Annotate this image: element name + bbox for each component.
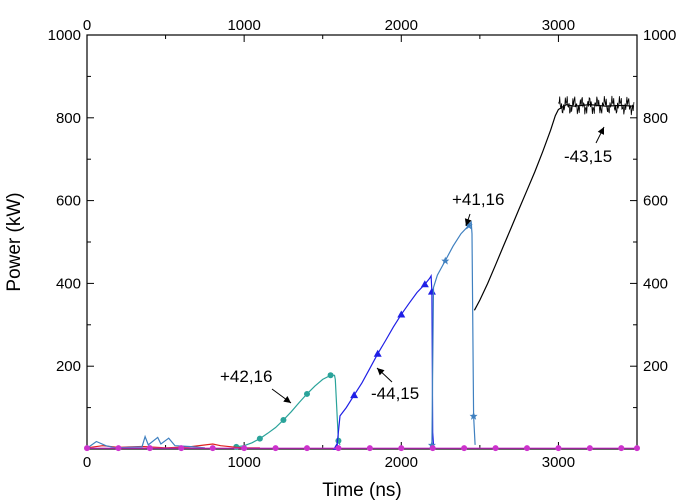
series-3 [473,95,635,311]
data-point [84,445,90,452]
data-point [304,390,310,397]
y-tick-label-right: 1000 [643,27,676,44]
series-line [336,273,435,447]
data-point [335,437,342,444]
y-tick-label-left: 1000 [48,27,81,44]
series-noise [558,95,635,116]
y-tick-label-right: 200 [643,358,668,375]
data-point [398,445,405,452]
data-point [373,349,382,357]
data-point [586,445,593,452]
y-tick-label-left: 400 [56,275,81,292]
y-tick-label-right: 400 [643,275,668,292]
plot-frame [86,34,638,450]
data-point [618,445,625,452]
data-point [469,411,478,420]
arrow-minus43-15-head [597,127,604,135]
data-point [241,445,248,452]
data-point [524,445,530,452]
annotations: +42,16 -44,15 +41,16 -43,15 [220,126,612,404]
y-tick-label-left: 800 [56,110,81,127]
series-line [473,103,634,311]
annotation-plus42-16: +42,16 [220,367,272,386]
data-point [441,256,450,265]
data-point [492,445,499,452]
x-tick-label-top: 1000 [227,17,260,34]
x-tick-label-bottom: 0 [83,454,91,471]
x-axis-title: Time (ns) [322,480,402,501]
y-tick-label-right: 800 [643,110,668,127]
data-point [178,445,185,452]
arrow-plus41-16-head [464,218,472,226]
data-point [427,287,436,295]
data-point [209,445,216,452]
series-6 [84,445,640,452]
y-tick-label-right: 600 [643,193,668,210]
data-point [397,310,406,318]
data-point [634,445,640,452]
x-tick-label-bottom: 2000 [385,454,418,471]
series-line [431,220,476,445]
data-point [327,372,334,379]
y-tick-label-left: 200 [56,358,81,375]
data-point [304,445,310,452]
y-tick-label-left: 600 [56,193,81,210]
data-point [366,445,373,452]
data-point [256,435,263,442]
data-point [272,445,279,452]
x-tick-label-top: 0 [83,17,91,34]
data-point [350,391,359,399]
data-point [280,417,287,424]
data-point [461,445,468,452]
series-line [86,434,205,449]
series-group [84,95,640,452]
x-tick-label-bottom: 1000 [227,454,260,471]
y-axis-title: Power (kW) [4,192,25,291]
arrow-minus44-15-head [377,368,385,376]
annotation-minus44-15: -44,15 [371,384,419,403]
data-point [429,445,436,452]
plot-border [86,34,638,450]
annotation-plus41-16: +41,16 [452,190,504,209]
series-5 [86,434,205,449]
data-point [335,445,342,452]
annotation-minus43-15: -43,15 [564,147,612,166]
series-2 [427,220,478,449]
x-tick-label-top: 2000 [385,17,418,34]
data-point [115,445,122,452]
x-tick-label-bottom: 3000 [542,454,575,471]
arrow-plus42-16-head [283,396,291,403]
data-point [420,280,429,288]
series-line [236,374,341,448]
data-point [555,445,562,452]
data-point [146,445,153,452]
series-1 [332,273,436,450]
x-tick-label-top: 3000 [542,17,575,34]
data-point [464,221,473,230]
series-0 [233,372,342,450]
